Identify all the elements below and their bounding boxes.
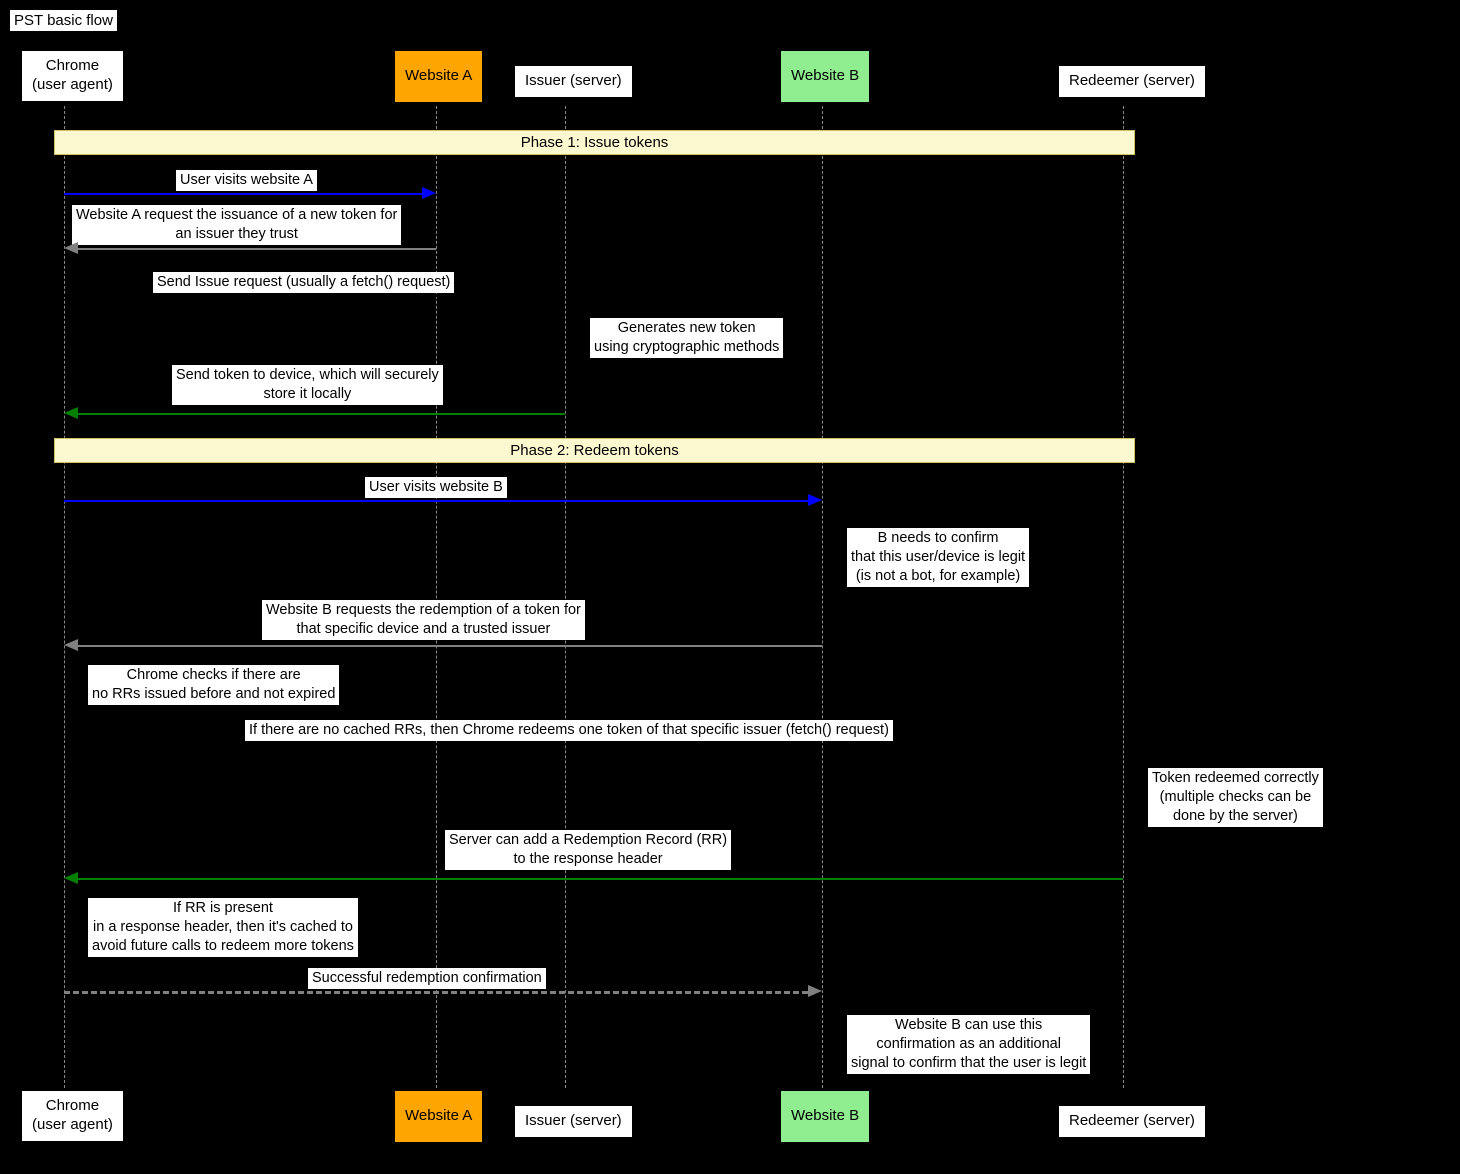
- lifeline-redeemer: [1123, 106, 1124, 1088]
- lifeline-websiteB: [822, 106, 823, 1088]
- arrow-redeem-fetch: [64, 743, 1109, 745]
- lifeline-issuer: [565, 106, 566, 1088]
- arrowhead-redeem-confirm: [808, 985, 822, 997]
- msg-send-issue-req: Send Issue request (usually a fetch() re…: [153, 272, 454, 293]
- note-b-signal: Website B can use this confirmation as a…: [847, 1015, 1090, 1074]
- arrowhead-server-rr: [64, 872, 78, 884]
- note-token-redeemed: Token redeemed correctly (multiple check…: [1148, 768, 1323, 827]
- arrow-b-request: [78, 645, 822, 647]
- phase-2: Phase 2: Redeem tokens: [54, 438, 1135, 463]
- arrowhead-redeem-fetch: [1109, 737, 1123, 749]
- sequence-diagram: PST basic flow Chrome (user agent) Websi…: [0, 0, 1460, 1174]
- arrow-visit-a: [64, 193, 422, 195]
- arrow-a-request: [78, 248, 436, 250]
- note-chrome-check-rr: Chrome checks if there are no RRs issued…: [88, 665, 339, 705]
- actor-issuer-top: Issuer (server): [514, 65, 633, 98]
- arrowhead-visit-a: [422, 187, 436, 199]
- diagram-title: PST basic flow: [10, 10, 117, 31]
- actor-websiteB-top: Website B: [780, 50, 870, 103]
- msg-server-rr: Server can add a Redemption Record (RR) …: [445, 830, 731, 870]
- msg-send-token: Send token to device, which will securel…: [172, 365, 443, 405]
- msg-a-request-issuance: Website A request the issuance of a new …: [72, 205, 401, 245]
- actor-redeemer-top: Redeemer (server): [1058, 65, 1206, 98]
- msg-redeem-fetch: If there are no cached RRs, then Chrome …: [245, 720, 893, 741]
- arrowhead-issue-req: [551, 289, 565, 301]
- arrow-issue-req: [64, 295, 551, 297]
- note-rr-cached: If RR is present in a response header, t…: [88, 898, 358, 957]
- actor-websiteA-top: Website A: [394, 50, 483, 103]
- actor-websiteA-bottom: Website A: [394, 1090, 483, 1143]
- actor-chrome-top: Chrome (user agent): [21, 50, 124, 102]
- phase-1: Phase 1: Issue tokens: [54, 130, 1135, 155]
- msg-visit-b: User visits website B: [365, 477, 507, 498]
- actor-websiteB-bottom: Website B: [780, 1090, 870, 1143]
- actor-chrome-bottom: Chrome (user agent): [21, 1090, 124, 1142]
- arrowhead-visit-b: [808, 494, 822, 506]
- note-b-confirm: B needs to confirm that this user/device…: [847, 528, 1029, 587]
- arrowhead-send-token: [64, 407, 78, 419]
- actor-redeemer-bottom: Redeemer (server): [1058, 1105, 1206, 1138]
- msg-redeem-confirm: Successful redemption confirmation: [308, 968, 546, 989]
- actor-issuer-bottom: Issuer (server): [514, 1105, 633, 1138]
- arrow-visit-b: [64, 500, 808, 502]
- note-generate-token: Generates new token using cryptographic …: [590, 318, 783, 358]
- msg-visit-a: User visits website A: [176, 170, 317, 191]
- arrow-send-token: [78, 413, 565, 415]
- lifeline-websiteA: [436, 106, 437, 1088]
- arrowhead-b-request: [64, 639, 78, 651]
- arrow-redeem-confirm: [64, 991, 808, 994]
- msg-b-request-redeem: Website B requests the redemption of a t…: [262, 600, 585, 640]
- arrowhead-a-request: [64, 242, 78, 254]
- arrow-server-rr: [78, 878, 1123, 880]
